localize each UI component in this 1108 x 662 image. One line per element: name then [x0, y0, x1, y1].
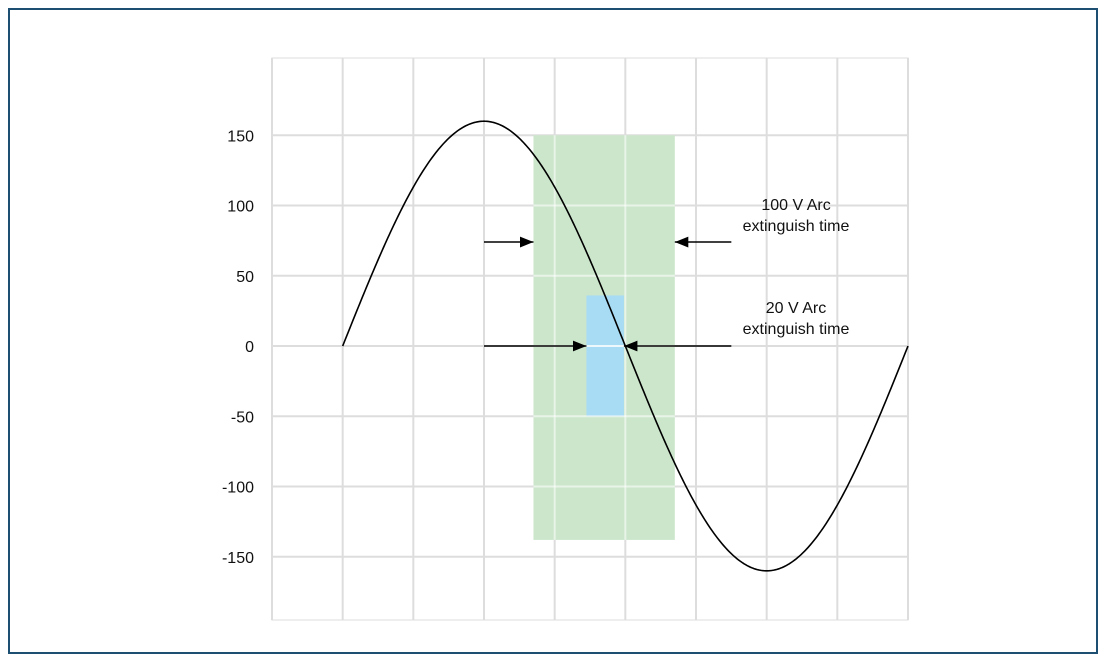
y-tick-label: 150: [227, 128, 254, 145]
y-tick-label: 0: [245, 339, 254, 356]
y-tick-label: -50: [231, 409, 254, 426]
annotation-label-1-0: 20 V Arc: [766, 300, 826, 317]
regions: [533, 135, 675, 540]
region-1: [586, 295, 624, 417]
y-axis-labels: 150 100 50 0 -50 -100 -150: [222, 128, 254, 567]
y-tick-label: 50: [236, 269, 254, 286]
y-tick-label: -100: [222, 480, 254, 497]
annotation-texts: 100 V Arc extinguish time 20 V Arc extingui…: [743, 197, 850, 338]
y-tick-label: 100: [227, 199, 254, 216]
annotation-label-0-0: 100 V Arc: [761, 197, 830, 214]
y-tick-label: -150: [222, 550, 254, 567]
annotation-label-0-1: extinguish time: [743, 218, 850, 235]
annotation-label-1-1: extinguish time: [743, 321, 850, 338]
annotation-arrows: [484, 236, 732, 352]
